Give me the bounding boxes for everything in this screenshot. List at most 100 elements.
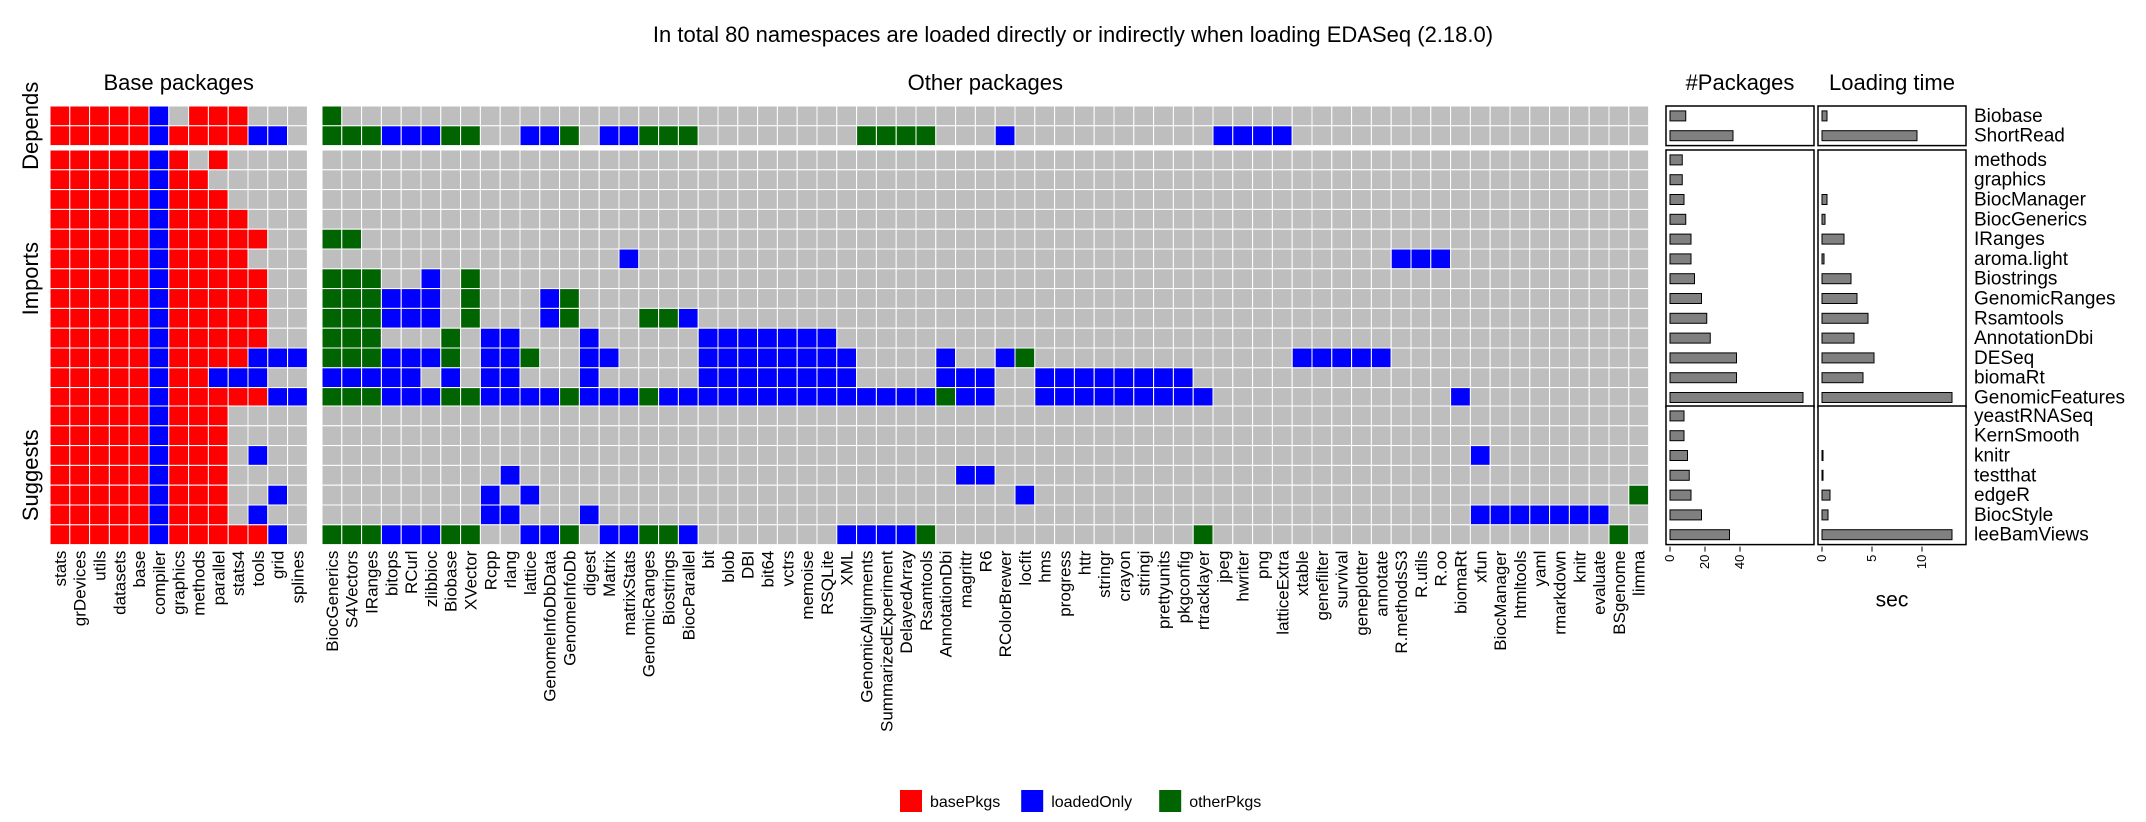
- heatmap-cell: [757, 367, 778, 389]
- heatmap-cell: [658, 327, 679, 349]
- heatmap-cell: [677, 288, 699, 309]
- heatmap-cell: [519, 327, 541, 349]
- heatmap-cell: [1331, 347, 1353, 369]
- heatmap-cell: [341, 327, 363, 349]
- heatmap-cell: [1469, 149, 1491, 171]
- heatmap-cell: [658, 347, 679, 369]
- heatmap-cell: [341, 248, 363, 270]
- heatmap-cell: [935, 125, 957, 147]
- heatmap-cell: [796, 425, 818, 447]
- heatmap-cell: [816, 504, 838, 526]
- heatmap-cell: [836, 347, 858, 369]
- heatmap-cell: [697, 288, 719, 309]
- column-label: RColorBrewer: [996, 550, 1015, 657]
- heatmap-cell: [1232, 425, 1254, 447]
- heatmap-cell: [1588, 125, 1610, 147]
- heatmap-cell: [1370, 524, 1392, 546]
- heatmap-cell: [499, 327, 521, 349]
- heatmap-cell: [1153, 169, 1174, 191]
- heatmap-cell: [1410, 484, 1432, 506]
- heatmap-cell: [460, 228, 481, 250]
- column-label: stats4: [229, 551, 248, 596]
- heatmap-cell: [1073, 327, 1095, 349]
- heatmap-cell: [148, 228, 170, 250]
- heatmap-cell: [1172, 189, 1194, 210]
- heatmap-cell: [188, 405, 209, 427]
- heatmap-cell: [380, 248, 402, 270]
- packages-tick-label: 20: [1697, 555, 1712, 569]
- column-label: Matrix: [600, 550, 619, 597]
- heatmap-cell: [499, 125, 521, 147]
- heatmap-cell: [598, 327, 620, 349]
- heatmap-cell: [1172, 208, 1194, 230]
- heatmap-cell: [1093, 248, 1115, 270]
- heatmap-cell: [955, 268, 976, 290]
- heatmap-cell: [1370, 149, 1392, 171]
- heatmap-cell: [361, 327, 382, 349]
- heatmap-cell: [1450, 327, 1471, 349]
- heatmap-cell: [1588, 105, 1610, 127]
- heatmap-cell: [1568, 387, 1590, 408]
- heatmap-cell: [1113, 228, 1135, 250]
- heatmap-cell: [499, 484, 521, 506]
- column-label: progress: [1056, 551, 1075, 617]
- heatmap-cell: [578, 125, 600, 147]
- heatmap-cell: [796, 405, 818, 427]
- column-label: hwriter: [1234, 550, 1253, 601]
- heatmap-cell: [1469, 387, 1491, 408]
- heatmap-cell: [89, 445, 110, 466]
- heatmap-cell: [1549, 268, 1570, 290]
- heatmap-cell: [361, 248, 382, 270]
- heatmap-cell: [519, 405, 541, 427]
- heatmap-cell: [227, 524, 249, 546]
- time-bar: [1821, 213, 1826, 225]
- heatmap-cell: [1232, 149, 1254, 171]
- heatmap-cell: [1073, 105, 1095, 127]
- heatmap-cell: [1549, 105, 1570, 127]
- heatmap-cell: [1252, 504, 1273, 526]
- heatmap-cell: [1549, 228, 1570, 250]
- heatmap-cell: [1153, 228, 1174, 250]
- legend-label-basePkgs: basePkgs: [930, 794, 1000, 811]
- row-label: AnnotationDbi: [1974, 328, 2093, 349]
- heatmap-cell: [1588, 149, 1610, 171]
- heatmap-cell: [1291, 169, 1313, 191]
- heatmap-cell: [1113, 208, 1135, 230]
- heatmap-cell: [1034, 149, 1056, 171]
- heatmap-cell: [69, 288, 91, 309]
- heatmap-cell: [1271, 149, 1293, 171]
- heatmap-cell: [247, 208, 269, 230]
- heatmap-cell: [1351, 189, 1372, 210]
- heatmap-cell: [499, 169, 521, 191]
- heatmap-cell: [618, 387, 640, 408]
- heatmap-cell: [128, 405, 150, 427]
- heatmap-cell: [836, 228, 858, 250]
- heatmap-cell: [1410, 208, 1432, 230]
- heatmap-cell: [757, 248, 778, 270]
- heatmap-cell: [816, 347, 838, 369]
- heatmap-cell: [935, 288, 957, 309]
- heatmap-cell: [598, 367, 620, 389]
- heatmap-cell: [559, 307, 580, 329]
- heatmap-cell: [955, 425, 976, 447]
- column-label: vctrs: [778, 551, 797, 587]
- heatmap-cell: [1331, 288, 1353, 309]
- heatmap-cell: [1608, 228, 1630, 250]
- heatmap-cell: [994, 387, 1016, 408]
- heatmap-cell: [519, 445, 541, 466]
- heatmap-cell: [1252, 125, 1273, 147]
- heatmap-cell: [1331, 445, 1353, 466]
- heatmap-cell: [895, 504, 917, 526]
- heatmap-cell: [559, 169, 580, 191]
- heatmap-cell: [148, 405, 170, 427]
- heatmap-cell: [677, 464, 699, 486]
- heatmap-cell: [287, 405, 308, 427]
- heatmap-cell: [168, 327, 190, 349]
- heatmap-cell: [737, 248, 759, 270]
- heatmap-cell: [1370, 387, 1392, 408]
- heatmap-cell: [1034, 504, 1056, 526]
- heatmap-cell: [1410, 445, 1432, 466]
- heatmap-cell: [935, 169, 957, 191]
- heatmap-cell: [1529, 125, 1551, 147]
- heatmap-cell: [128, 464, 150, 486]
